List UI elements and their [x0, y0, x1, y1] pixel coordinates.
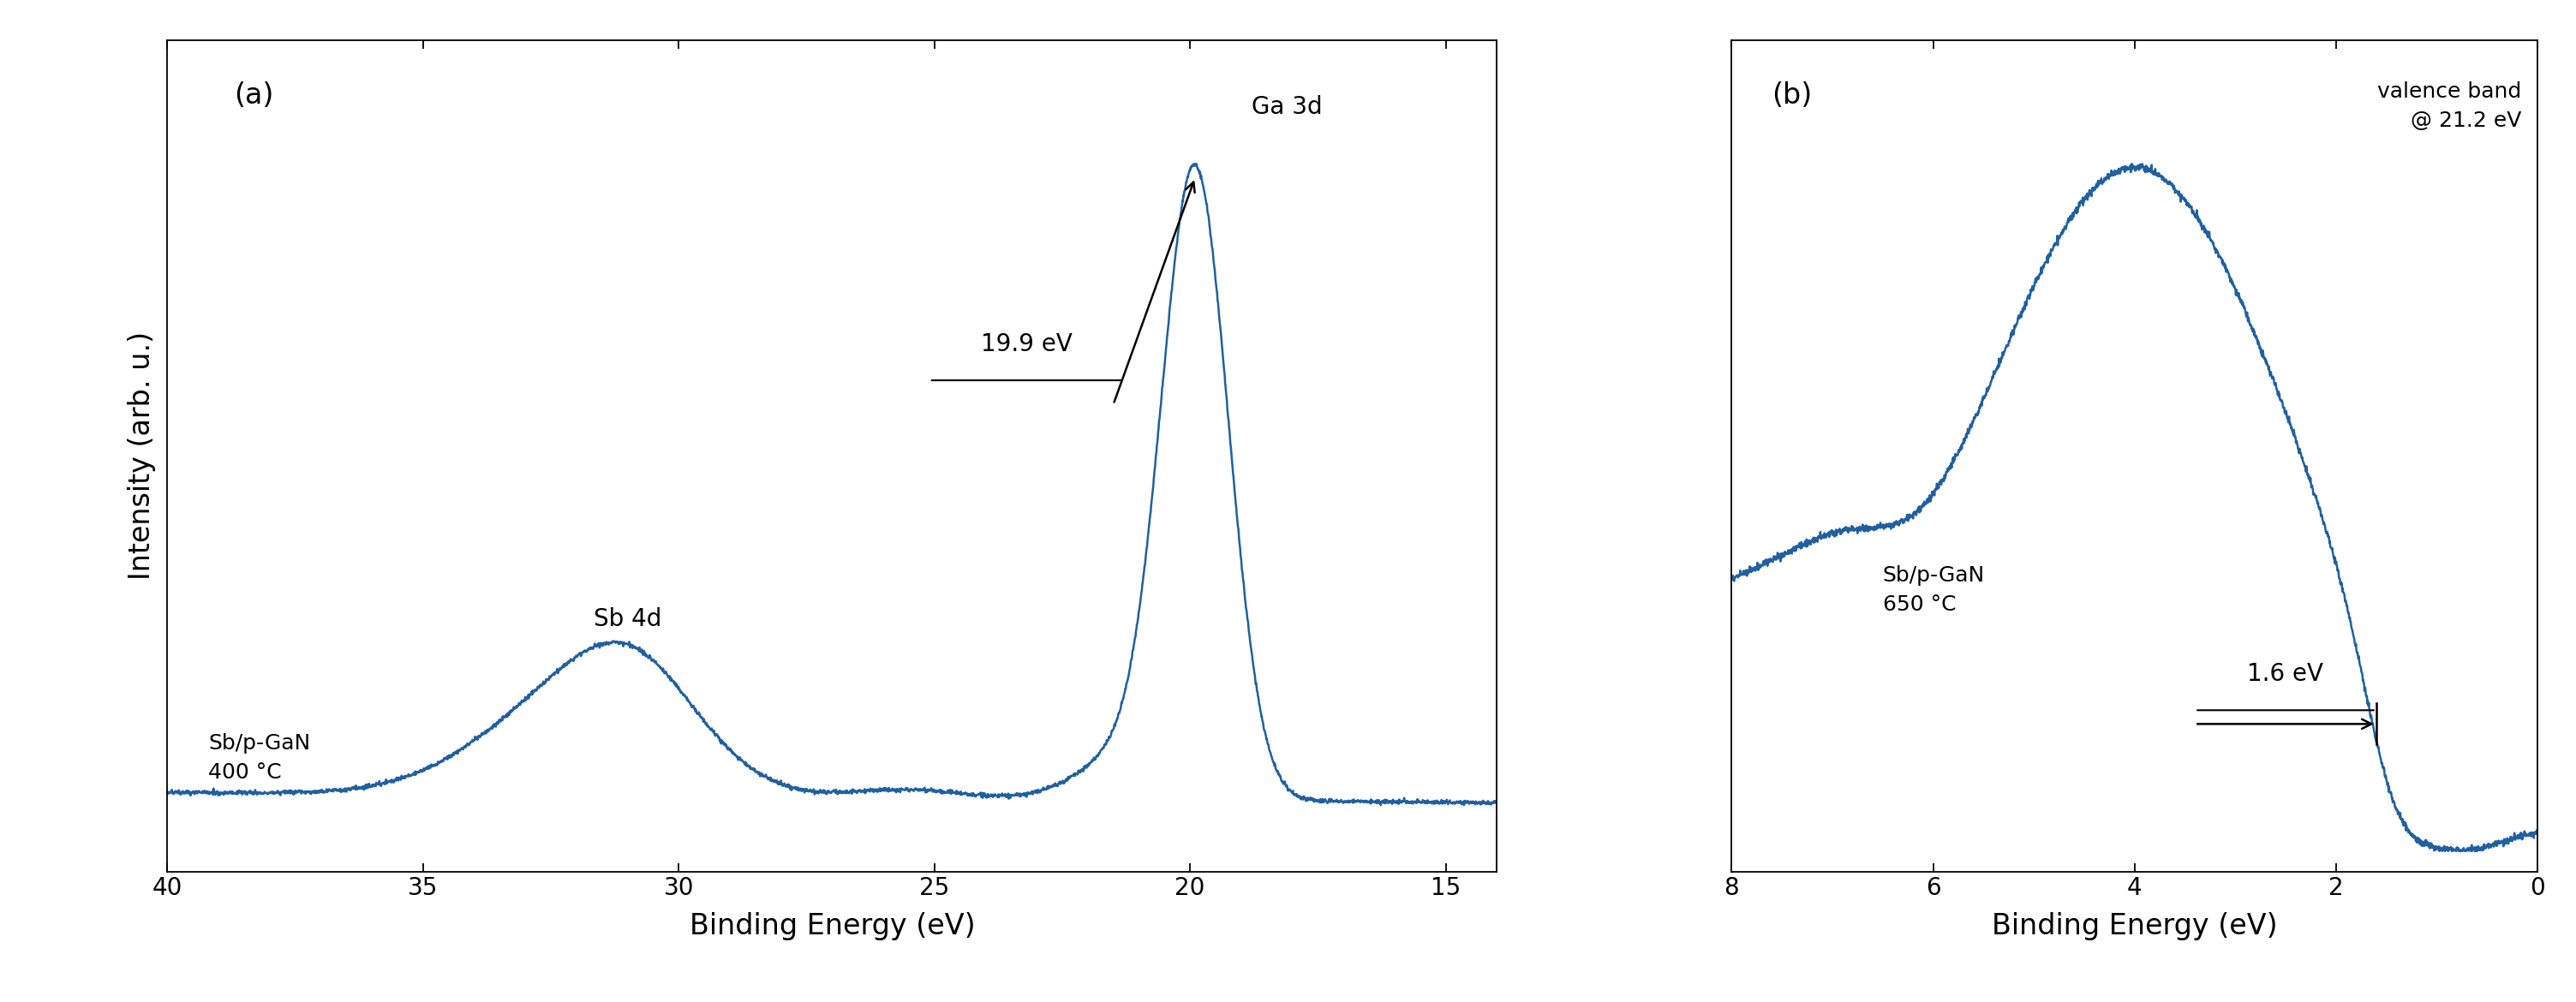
Text: Sb/p-GaN
400 °C: Sb/p-GaN 400 °C [209, 733, 312, 783]
X-axis label: Binding Energy (eV): Binding Energy (eV) [1991, 912, 2277, 940]
X-axis label: Binding Energy (eV): Binding Energy (eV) [690, 912, 976, 940]
Text: Sb/p-GaN
650 °C: Sb/p-GaN 650 °C [1883, 565, 1986, 614]
Y-axis label: Intensity (arb. u.): Intensity (arb. u.) [126, 332, 155, 580]
Text: 19.9 eV: 19.9 eV [981, 333, 1072, 357]
Text: Sb 4d: Sb 4d [592, 607, 662, 631]
Text: (a): (a) [234, 82, 273, 110]
Text: Ga 3d: Ga 3d [1252, 95, 1321, 119]
Text: 1.6 eV: 1.6 eV [2246, 662, 2324, 686]
Text: valence band
@ 21.2 eV: valence band @ 21.2 eV [2378, 82, 2522, 131]
Text: (b): (b) [1772, 82, 1814, 110]
